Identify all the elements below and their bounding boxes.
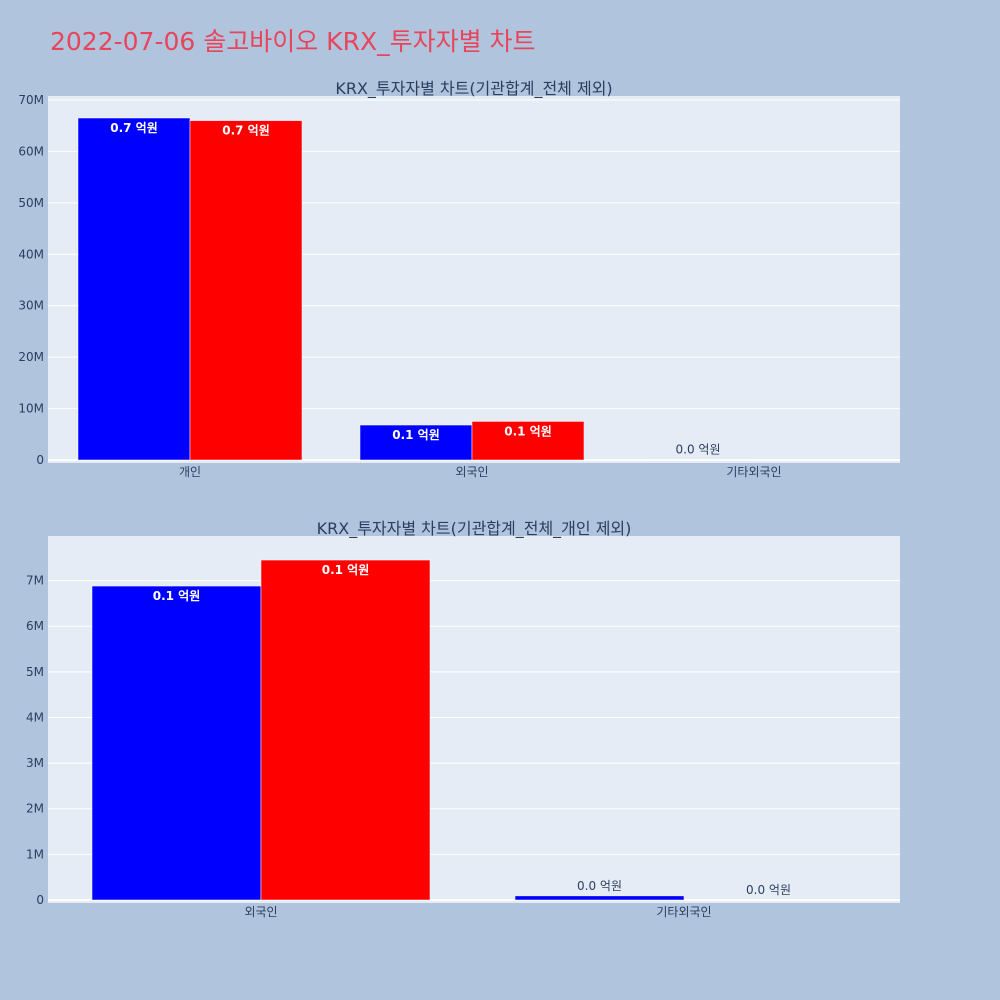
x-tick-label: 외국인 <box>244 905 277 919</box>
bar-value-label: 0.1 억원 <box>504 424 552 438</box>
y-tick-label: 2M <box>26 802 44 816</box>
chart-title: KRX_투자자별 차트(기관합계_전체_개인 제외) <box>317 519 632 539</box>
bar <box>260 559 431 901</box>
bar <box>91 585 262 901</box>
y-tick-label: 0 <box>36 453 44 467</box>
bar <box>514 895 685 901</box>
bar <box>471 421 585 461</box>
y-tick-label: 7M <box>26 574 44 588</box>
bar-value-label: 0.0 억원 <box>676 442 721 456</box>
bar-value-label: 0.7 억원 <box>222 124 270 138</box>
x-tick-label: 개인 <box>179 465 201 479</box>
y-tick-label: 60M <box>18 144 44 158</box>
y-tick-label: 4M <box>26 710 44 724</box>
y-tick-label: 10M <box>18 402 44 416</box>
investor-chart-bottom: 0 1M 2M 3M 4M 5M 6M 7M KRX_투자자별 차트(기관합계_전체_개인 제외… <box>26 519 900 919</box>
y-tick-label: 70M <box>18 93 44 107</box>
x-tick-label: 외국인 <box>455 465 488 479</box>
x-tick-label: 기타외국인 <box>656 905 711 919</box>
bar-value-label: 0.7 억원 <box>110 121 158 135</box>
bar-value-label: 0.1 억원 <box>322 563 370 577</box>
y-tick-label: 5M <box>26 665 44 679</box>
bar <box>641 459 755 461</box>
bar <box>77 117 191 461</box>
chart-title: KRX_투자자별 차트(기관합계_전체 제외) <box>335 79 612 99</box>
page-title: 2022-07-06 솔고바이오 KRX_투자자별 차트 <box>50 27 536 56</box>
bar-value-label: 0.0 억원 <box>746 883 791 897</box>
bar-value-label: 0.0 억원 <box>577 879 622 893</box>
y-tick-label: 20M <box>18 350 44 364</box>
y-tick-label: 40M <box>18 247 44 261</box>
investor-chart-top: 0 10M 20M 30M 40M 50M 60M 70M KRX_투자자별 차트(기관합계_전… <box>18 79 900 479</box>
bar-value-label: 0.1 억원 <box>392 428 440 442</box>
bar-value-label: 0.1 억원 <box>153 589 201 603</box>
y-tick-label: 6M <box>26 619 44 633</box>
y-tick-label: 1M <box>26 847 44 861</box>
bar <box>189 120 303 461</box>
y-tick-label: 30M <box>18 299 44 313</box>
y-tick-label: 50M <box>18 196 44 210</box>
x-tick-label: 기타외국인 <box>726 465 781 479</box>
y-tick-label: 0 <box>36 893 44 907</box>
y-tick-label: 3M <box>26 756 44 770</box>
